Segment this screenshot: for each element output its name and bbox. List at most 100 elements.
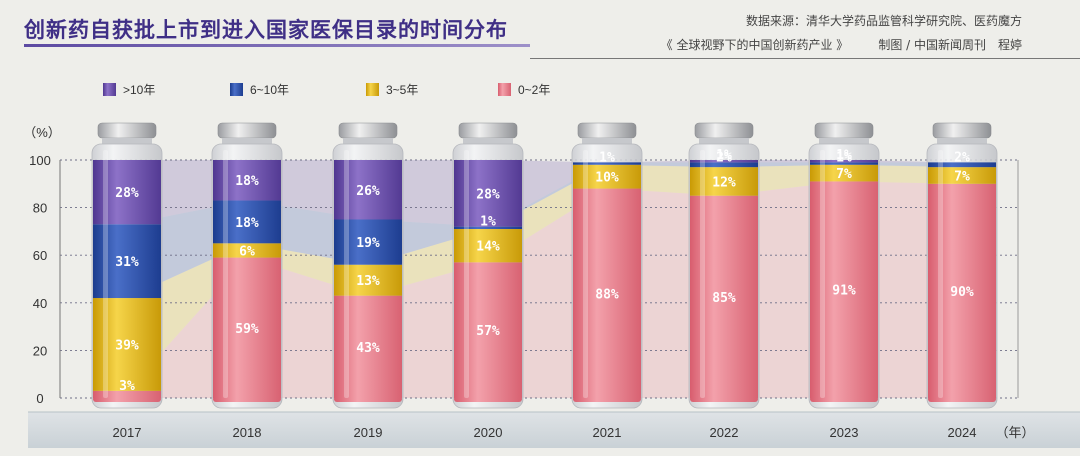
bottle-2020: 57% 14% 1% 28% (452, 122, 524, 409)
legend-label: 3~5年 (386, 83, 418, 97)
x-tick-2024: 2024 (948, 425, 977, 440)
data-label: 43% (356, 341, 380, 356)
bar-segment-0 (690, 195, 758, 398)
bottle-bottom (690, 396, 758, 402)
bottle-neck (819, 138, 869, 144)
bottle-highlight (700, 150, 705, 398)
band-1 (127, 164, 962, 391)
bar-segment-2 (213, 200, 281, 244)
x-tick-2019: 2019 (354, 425, 383, 440)
bar-segment-3 (690, 160, 758, 163)
data-label: 3% (119, 379, 135, 394)
y-axis: 0 20 40 60 80 100 （%） (23, 125, 61, 406)
x-tick-2023: 2023 (830, 425, 859, 440)
bar-segment-1 (690, 167, 758, 196)
bottle-highlight (583, 150, 588, 398)
bottle-highlight (938, 150, 943, 398)
legend-item-1: 6~10年 (230, 83, 289, 97)
source-credit: 制图 / 中国新闻周刊 程婷 (878, 38, 1022, 52)
source-book: 《 全球视野下的中国创新药产业 》 (660, 38, 849, 52)
bar-segment-0 (213, 257, 281, 398)
data-label: 7% (836, 167, 852, 182)
bar-segment-1 (93, 298, 161, 391)
y-axis-label: （%） (23, 125, 61, 140)
header-divider (530, 58, 1080, 59)
bar-segment-2 (690, 162, 758, 168)
bottle-2021: 88% 10% 1% (571, 122, 643, 409)
data-label: 7% (954, 169, 970, 184)
bar-segment-0 (93, 390, 161, 398)
data-label: 91% (832, 284, 856, 299)
bar-segment-3 (334, 160, 402, 220)
bar-segment-0 (334, 295, 402, 398)
x-tick-2022: 2022 (710, 425, 739, 440)
data-label: 90% (950, 285, 974, 300)
y-tick-0: 0 (36, 391, 43, 406)
bottle-cap (932, 122, 992, 139)
bar-segment-3 (213, 160, 281, 201)
bottle-neck (937, 138, 987, 144)
legend-swatch (366, 83, 379, 96)
legend-item-2: 3~5年 (366, 83, 418, 97)
bottle-highlight (344, 150, 349, 398)
data-label: 2% (716, 150, 732, 165)
bottle-bottom (93, 396, 161, 402)
x-axis-band (28, 412, 1080, 448)
bar-segment-2 (810, 162, 878, 165)
band-2 (127, 162, 962, 299)
bottle-cap (577, 122, 637, 139)
bottle-bottom (334, 396, 402, 402)
data-label: 18% (235, 174, 259, 189)
bar-segment-1 (334, 264, 402, 296)
data-label: 85% (712, 291, 736, 306)
x-axis: 2017 2018 2019 2020 2021 2022 2023 2024 （年） (28, 411, 1080, 448)
bottle-highlight (223, 150, 228, 398)
bottle-highlight (464, 150, 469, 398)
x-axis-unit: （年） (995, 425, 1034, 440)
x-tick-2018: 2018 (233, 425, 262, 440)
legend-swatch (103, 83, 116, 96)
bottle-cap (97, 122, 157, 139)
data-label: 59% (235, 322, 259, 337)
bottle-2018: 59% 6% 18% 18% (211, 122, 283, 409)
bottle-cap (814, 122, 874, 139)
bar-segment-3 (93, 160, 161, 225)
data-label: 57% (476, 324, 500, 339)
bottle-2023: 91%7%1%1% (808, 122, 880, 409)
bottle-neck (582, 138, 632, 144)
bottle-neck (343, 138, 393, 144)
data-label: 12% (712, 175, 736, 190)
data-label: 2% (954, 150, 970, 165)
data-label: 39% (115, 338, 139, 353)
bottle-bottom (213, 396, 281, 402)
data-label: 1% (836, 148, 852, 163)
bar-segment-3 (810, 160, 878, 163)
bar-segment-2 (454, 226, 522, 230)
chart-title: 创新药自获批上市到进入国家医保目录的时间分布 (24, 18, 508, 42)
legend-item-0: >10年 (103, 83, 155, 97)
bottle-cap (694, 122, 754, 139)
data-label: 10% (595, 171, 619, 186)
data-label: 31% (115, 255, 139, 270)
bottle-neck (222, 138, 272, 144)
bar-segment-0 (928, 183, 996, 398)
bottles: 3% 39% 31% 28% 59% 6% 18% 18% 43% 13% 19% 26% 57% 14%… (91, 122, 998, 409)
bottle-neck (699, 138, 749, 144)
bottle-2024: 90% 7% 2% (926, 122, 998, 409)
bar-segment-2 (928, 162, 996, 168)
bottle-cap (458, 122, 518, 139)
legend-item-3: 0~2年 (498, 83, 550, 97)
bar-segment-1 (213, 243, 281, 258)
legend-swatch (498, 83, 511, 96)
y-tick-40: 40 (33, 296, 47, 311)
data-label: 19% (356, 236, 380, 251)
data-label: 1% (480, 215, 496, 230)
bottle-bottom (573, 396, 641, 402)
legend-label: >10年 (123, 83, 155, 97)
bar-segment-2 (573, 162, 641, 165)
data-label: 14% (476, 240, 500, 255)
legend-label: 0~2年 (518, 83, 550, 97)
data-label: 13% (356, 274, 380, 289)
bottle-neck (102, 138, 152, 144)
bar-segment-2 (334, 219, 402, 265)
